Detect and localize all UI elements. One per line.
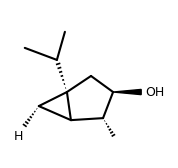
- Text: H: H: [14, 130, 23, 143]
- Text: OH: OH: [145, 86, 164, 98]
- Polygon shape: [113, 89, 141, 95]
